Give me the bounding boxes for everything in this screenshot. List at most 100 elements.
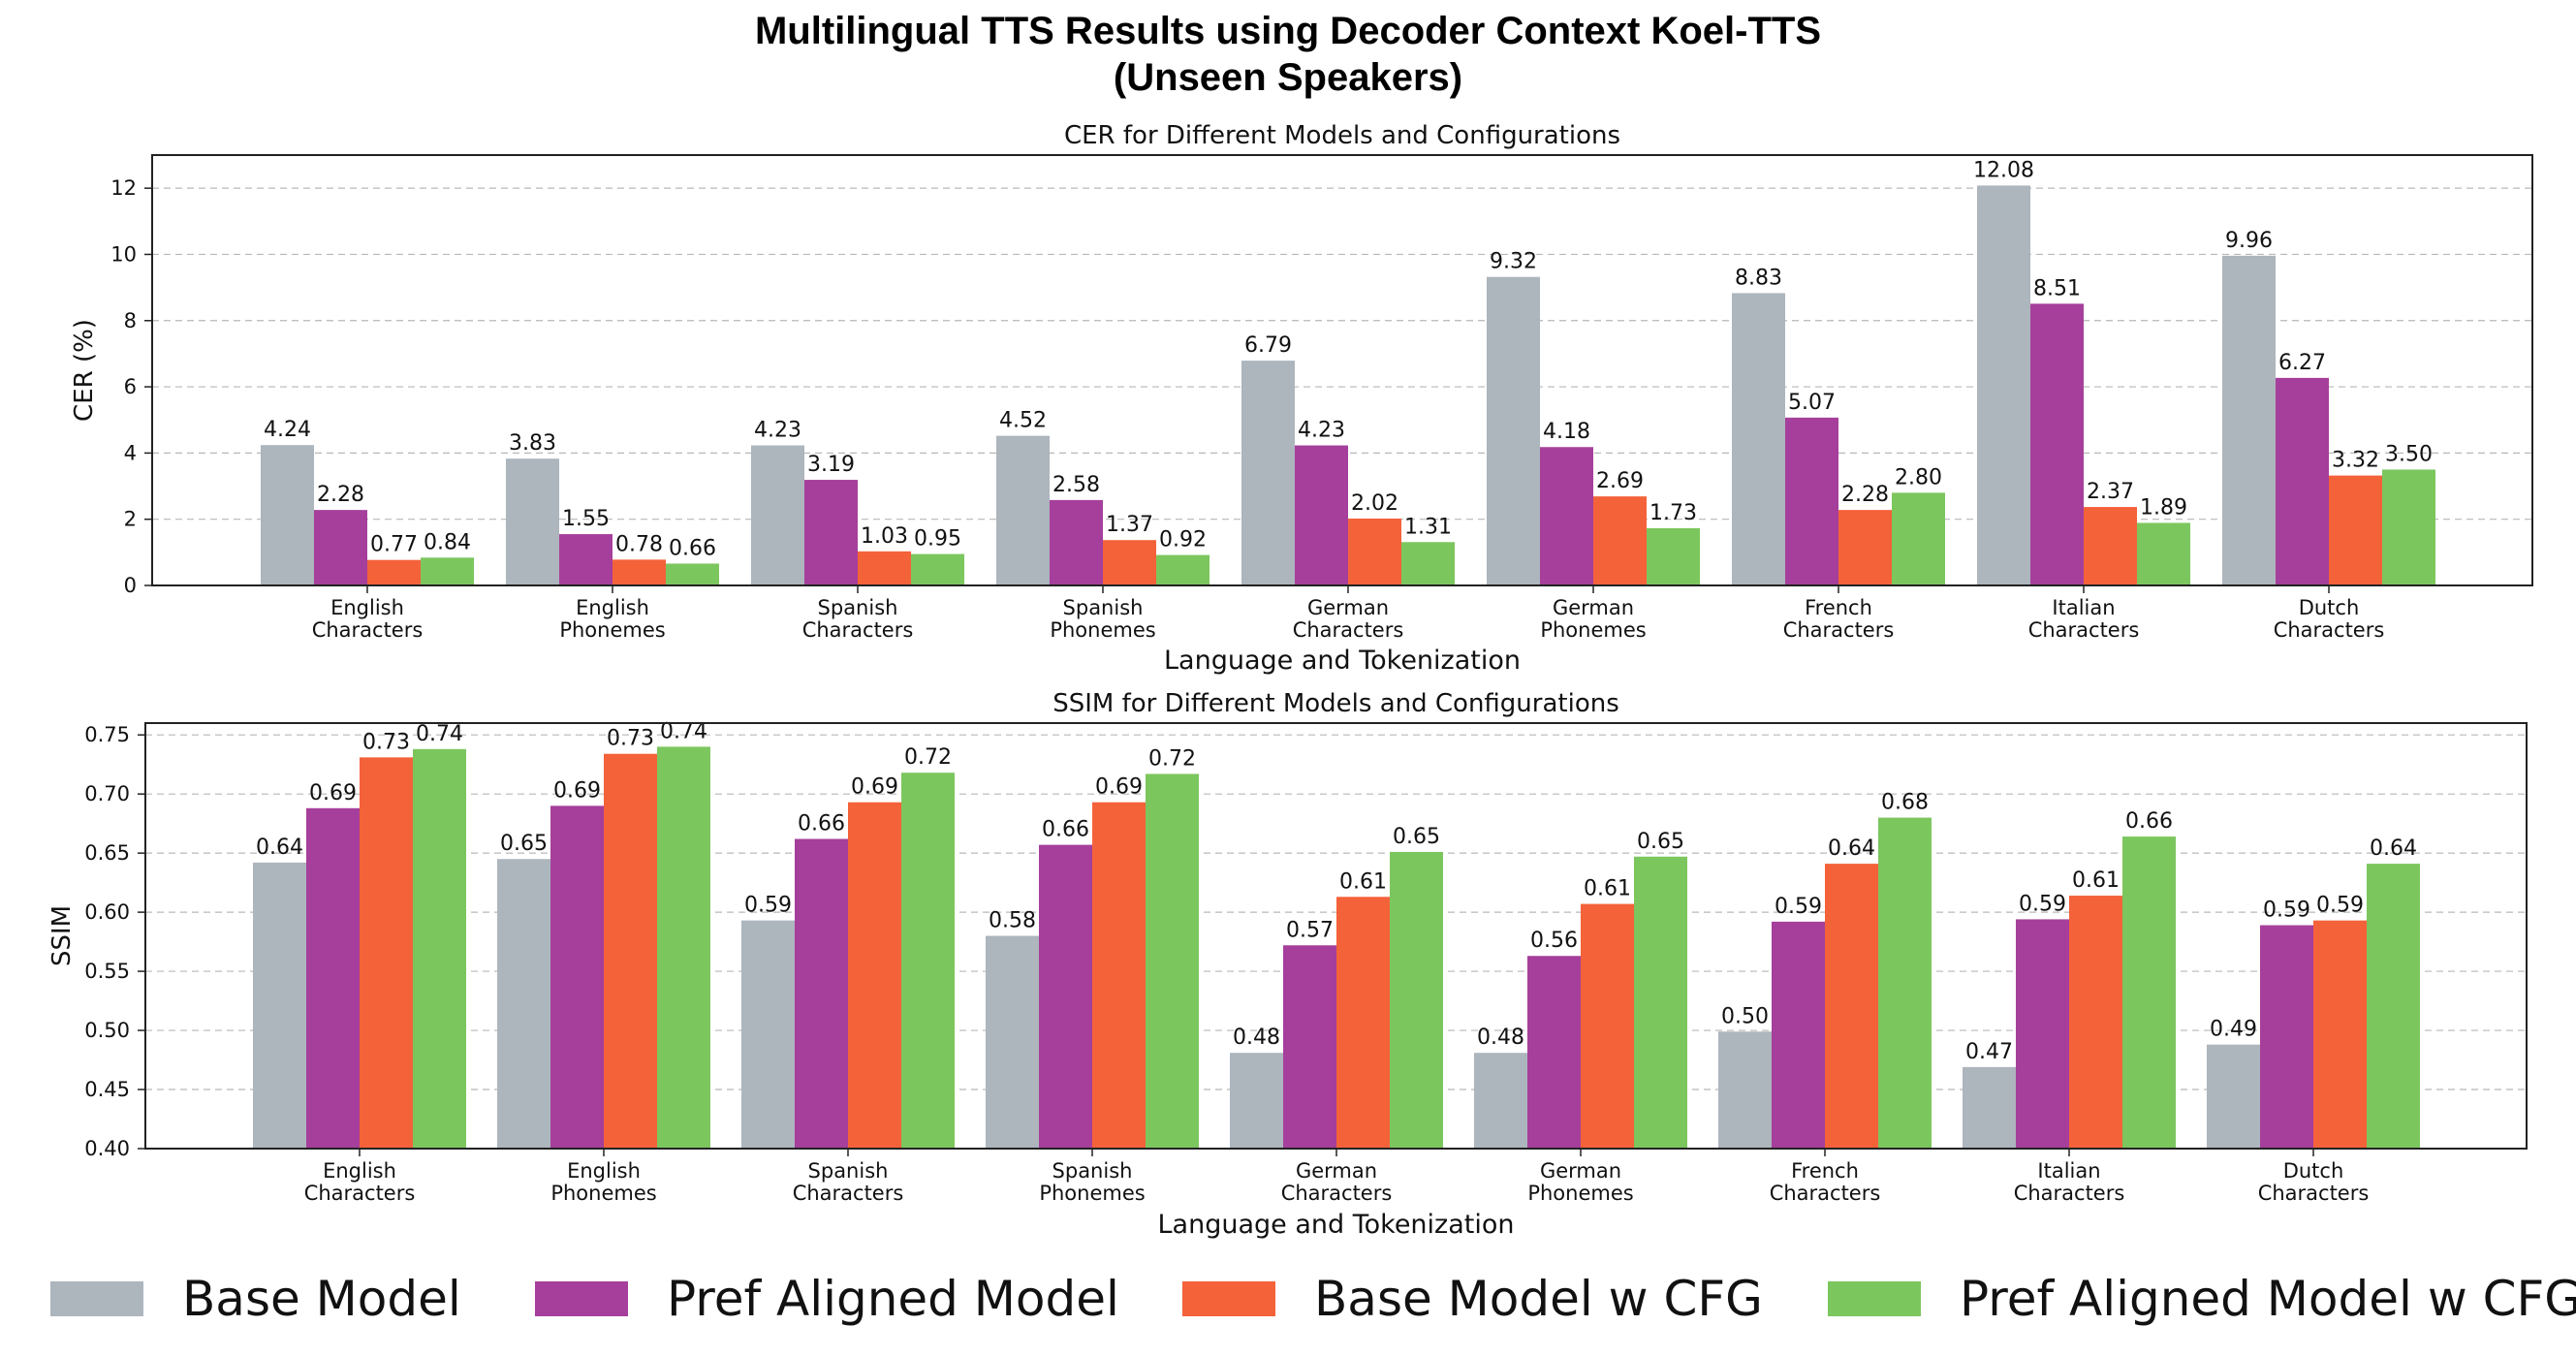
cer-bar	[996, 435, 1050, 585]
cer-value-label: 9.96	[2225, 229, 2273, 253]
cer-bar	[2382, 469, 2435, 585]
ssim-value-label: 0.72	[904, 745, 952, 770]
cer-x-tick-label: Characters	[802, 618, 914, 642]
cer-value-label: 0.77	[370, 533, 418, 557]
cer-x-tick-label: Spanish	[818, 596, 898, 619]
ssim-bar	[1878, 817, 1932, 1149]
ssim-x-tick-label: Italian	[2037, 1159, 2100, 1183]
ssim-bar	[2367, 864, 2420, 1149]
ssim-x-tick-label: Spanish	[1052, 1159, 1133, 1183]
cer-bar	[1785, 417, 1838, 585]
cer-bar	[1732, 293, 1785, 585]
cer-value-label: 8.51	[2033, 276, 2081, 300]
ssim-value-label: 0.49	[2210, 1018, 2257, 1042]
cer-value-label: 6.27	[2278, 351, 2326, 375]
ssim-bar	[1527, 956, 1581, 1149]
ssim-bar	[1336, 897, 1390, 1149]
ssim-x-tick-label: Phonemes	[550, 1182, 656, 1205]
ssim-value-label: 0.68	[1881, 791, 1929, 815]
ssim-value-label: 0.66	[1042, 818, 1089, 842]
ssim-x-tick-label: German	[1296, 1159, 1377, 1183]
cer-bar	[2030, 303, 2084, 585]
figure-subtitle: (Unseen Speakers)	[1113, 56, 1463, 99]
ssim-value-label: 0.58	[989, 909, 1036, 933]
ssim-bar	[1092, 802, 1146, 1149]
cer-bar	[421, 557, 474, 585]
cer-x-tick-label: Phonemes	[1050, 618, 1155, 642]
ssim-value-label: 0.48	[1233, 1026, 1280, 1050]
ssim-bar	[795, 838, 848, 1149]
cer-value-label: 3.32	[2332, 449, 2379, 473]
cer-bar	[1050, 499, 1103, 585]
ssim-bar	[497, 859, 550, 1149]
cer-bar	[314, 510, 367, 585]
ssim-value-label: 0.59	[744, 894, 792, 918]
ssim-x-tick-label: Characters	[1770, 1182, 1881, 1205]
cer-bar	[804, 480, 858, 585]
ssim-bar	[657, 746, 710, 1149]
cer-value-label: 4.24	[264, 418, 311, 442]
cer-bar	[1540, 447, 1593, 585]
cer-x-tick-label: Phonemes	[559, 618, 665, 642]
cer-x-tick-label: Phonemes	[1540, 618, 1646, 642]
ssim-bar	[1634, 856, 1687, 1149]
ssim-value-label: 0.69	[309, 781, 357, 805]
ssim-y-axis-label: SSIM	[47, 905, 77, 966]
ssim-y-tick-label: 0.50	[84, 1019, 130, 1042]
cer-value-label: 3.50	[2385, 442, 2433, 466]
cer-x-tick-label: French	[1805, 596, 1872, 619]
legend-swatch	[50, 1281, 143, 1316]
cer-value-label: 2.58	[1052, 473, 1100, 497]
cer-value-label: 12.08	[1973, 158, 2034, 182]
ssim-value-label: 0.59	[2263, 899, 2310, 923]
ssim-bar	[550, 805, 604, 1149]
cer-y-tick-label: 6	[124, 375, 137, 398]
cer-value-label: 2.28	[317, 483, 364, 507]
cer-bar	[1103, 540, 1156, 585]
figure-title: Multilingual TTS Results using Decoder C…	[754, 10, 1822, 52]
ssim-x-tick-label: Dutch	[2283, 1159, 2344, 1183]
cer-x-tick-label: Characters	[2274, 618, 2385, 642]
cer-value-label: 6.79	[1244, 333, 1292, 358]
cer-bar	[1348, 519, 1401, 585]
ssim-value-label: 0.65	[500, 832, 548, 856]
ssim-bar	[1825, 864, 1878, 1149]
cer-value-label: 3.83	[509, 431, 556, 456]
ssim-value-label: 0.59	[2019, 892, 2066, 916]
cer-y-tick-label: 12	[110, 176, 137, 200]
legend-item-base-model-cfg: Base Model w CFG	[1182, 1270, 1763, 1328]
ssim-chart-title: SSIM for Different Models and Configurat…	[1052, 689, 1619, 718]
cer-x-tick-label: Characters	[1293, 618, 1404, 642]
ssim-y-tick-label: 0.55	[84, 960, 130, 983]
ssim-value-label: 0.74	[416, 722, 463, 746]
legend-swatch	[1182, 1281, 1275, 1316]
cer-x-tick-label: Spanish	[1063, 596, 1144, 619]
cer-x-tick-label: Italian	[2052, 596, 2115, 619]
ssim-bar	[1230, 1053, 1283, 1149]
cer-bar	[2276, 377, 2329, 585]
ssim-bar	[1390, 851, 1443, 1149]
ssim-value-label: 0.73	[362, 730, 410, 754]
cer-value-label: 0.84	[424, 530, 471, 554]
cer-bar	[261, 445, 314, 585]
cer-bar	[911, 553, 964, 585]
cer-value-label: 0.92	[1159, 528, 1207, 552]
cer-value-label: 8.83	[1735, 266, 1782, 290]
ssim-axes-frame	[144, 722, 2528, 1150]
cer-y-tick-label: 8	[124, 309, 137, 332]
cer-y-tick-label: 10	[110, 242, 137, 266]
cer-bar	[2222, 255, 2276, 585]
cer-y-tick-label: 4	[124, 441, 137, 464]
cer-bar	[1241, 361, 1295, 585]
legend-item-pref-aligned-model: Pref Aligned Model	[535, 1270, 1119, 1328]
ssim-value-label: 0.72	[1148, 746, 1196, 771]
ssim-bar	[413, 748, 466, 1149]
ssim-value-label: 0.59	[1775, 895, 1822, 919]
cer-value-label: 2.80	[1895, 465, 1942, 489]
legend-label: Pref Aligned Model w CFG	[1960, 1271, 2576, 1327]
ssim-bar	[986, 935, 1039, 1149]
cer-axes-frame	[151, 154, 2533, 586]
ssim-value-label: 0.57	[1286, 918, 1334, 942]
ssim-x-tick-label: French	[1791, 1159, 1859, 1183]
cer-bar	[666, 563, 719, 585]
